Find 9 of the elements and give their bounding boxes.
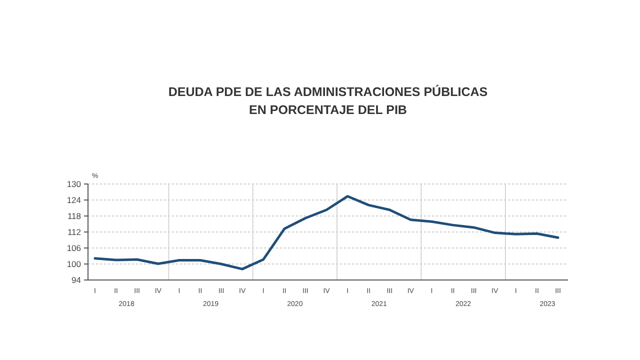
y-tick-label: 112 (67, 226, 82, 237)
y-tick-label: 118 (67, 210, 82, 221)
y-tick-label: 94 (72, 274, 82, 285)
y-tick-label: 130 (66, 178, 82, 189)
y-tick-label: 100 (66, 258, 82, 269)
y-tick-label: 106 (66, 242, 82, 253)
chart-title: DEUDA PDE DE LAS ADMINISTRACIONES PÚBLICAS EN PORCENTAJE DEL PIB (168, 84, 488, 117)
line-series (94, 195, 560, 270)
y-tick-label: 124 (66, 194, 82, 205)
